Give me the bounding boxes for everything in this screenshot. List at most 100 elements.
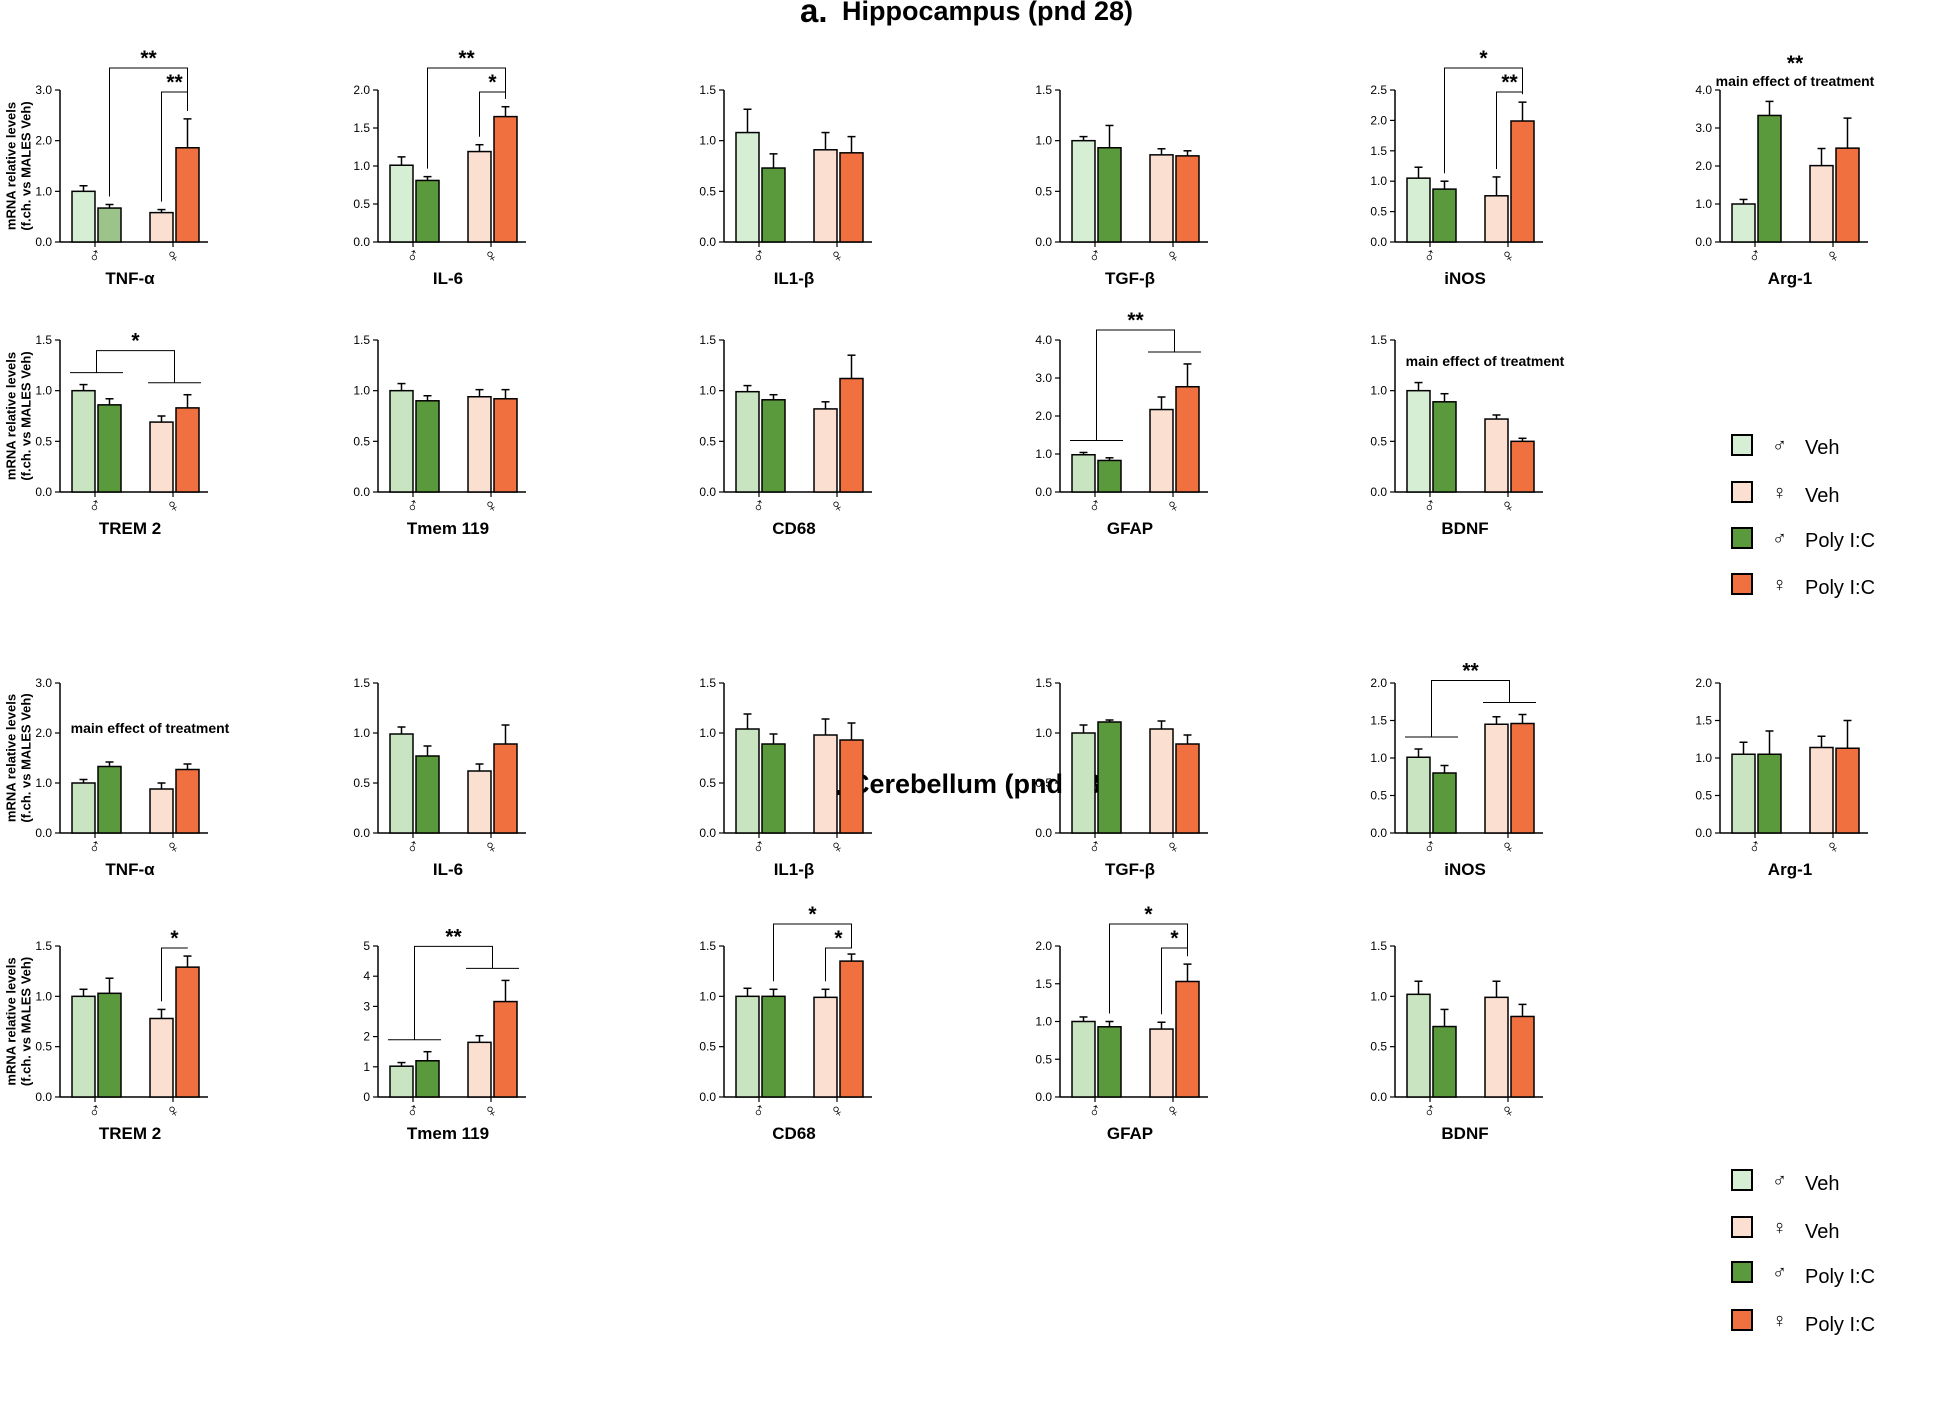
sig-bracket bbox=[1161, 947, 1188, 1015]
bar bbox=[71, 995, 96, 1098]
legend-label-male-poly-b: Poly I:C bbox=[1805, 1266, 1875, 1288]
y-tick-label: 1.0 bbox=[353, 159, 370, 173]
bar bbox=[71, 190, 96, 243]
sig-bracket bbox=[479, 91, 506, 137]
sig-group-bracket bbox=[1096, 329, 1175, 441]
bar bbox=[1097, 721, 1122, 834]
bar bbox=[735, 995, 760, 1098]
y-tick-label: 4.0 bbox=[1035, 333, 1052, 347]
panel-12-tnf-: 0.0 1.0 2.0 3.0 ♂ ♀ TNF-α mRNA relative levels(… bbox=[3, 676, 229, 879]
panel-9-cd68: 0.0 0.5 1.0 1.5 ♂ ♀ CD68 bbox=[699, 333, 872, 538]
y-axis-label: mRNA relative levels(f.ch. vs MALES Veh) bbox=[3, 351, 33, 480]
gene-label: TGF-β bbox=[1105, 269, 1155, 288]
bar bbox=[1510, 440, 1535, 493]
panel-6-arg-1: 0.0 1.0 2.0 3.0 4.0 ♂ ♀ Arg-1 main effect of tre… bbox=[1695, 52, 1874, 288]
legend-item-male-poly-b: ♂ Poly I:C bbox=[1731, 1261, 1875, 1288]
panel-20-cd68: 0.0 0.5 1.0 1.5 ♂ ♀ CD68 * * bbox=[699, 903, 872, 1143]
sig-bracket bbox=[161, 947, 188, 1002]
bar bbox=[1809, 164, 1834, 243]
bar bbox=[97, 992, 122, 1098]
y-tick-label: 1.5 bbox=[353, 676, 370, 690]
x-tick-label: ♂ bbox=[84, 1099, 107, 1124]
bar bbox=[761, 743, 786, 834]
gene-label: Tmem 119 bbox=[407, 519, 489, 538]
bar bbox=[1484, 418, 1509, 493]
sig-group-bracket bbox=[96, 350, 175, 383]
bar bbox=[1757, 753, 1782, 834]
legend-top: ♂ Veh ♀ Veh ♂ Poly I:C ♀ Poly I:C bbox=[1731, 434, 1875, 599]
y-tick-label: 1.5 bbox=[699, 676, 716, 690]
y-tick-label: 1.0 bbox=[1370, 174, 1387, 188]
y-tick-label: 1.5 bbox=[1370, 714, 1387, 728]
bar bbox=[1406, 177, 1431, 243]
y-tick-label: 1.0 bbox=[1695, 751, 1712, 765]
y-axis-label: mRNA relative levels(f.ch. vs MALES Veh) bbox=[3, 101, 33, 230]
bar bbox=[735, 390, 760, 493]
y-tick-label: 0.0 bbox=[1035, 235, 1052, 249]
y-tick-label: 1.0 bbox=[353, 726, 370, 740]
bar bbox=[149, 1017, 174, 1098]
y-tick-label: 4.0 bbox=[1695, 83, 1712, 97]
bar bbox=[1175, 385, 1200, 493]
y-tick-label: 1.0 bbox=[35, 989, 52, 1003]
y-tick-label: 1.0 bbox=[1370, 751, 1387, 765]
y-tick-label: 2.0 bbox=[1695, 159, 1712, 173]
y-tick-label: 0.0 bbox=[1695, 826, 1712, 840]
y-tick-label: 3.0 bbox=[35, 83, 52, 97]
gene-label: GFAP bbox=[1107, 1124, 1153, 1143]
gene-label: iNOS bbox=[1444, 269, 1486, 288]
y-tick-label: 1.5 bbox=[1695, 714, 1712, 728]
bar bbox=[735, 728, 760, 834]
panel-17-arg-1: 0.0 0.5 1.0 1.5 2.0 ♂ ♀ Arg-1 bbox=[1695, 676, 1868, 879]
y-axis-label-line: mRNA relative levels bbox=[3, 102, 18, 230]
y-tick-label: 1.0 bbox=[353, 384, 370, 398]
legend-item-male-poly: ♂ Poly I:C bbox=[1731, 527, 1875, 552]
bar bbox=[1731, 203, 1756, 243]
x-tick-label: ♀ bbox=[826, 494, 849, 519]
x-tick-label: ♀ bbox=[1162, 835, 1185, 860]
sig-label: * bbox=[1170, 927, 1179, 950]
sig-label: * bbox=[488, 71, 497, 94]
gene-label: IL1-β bbox=[774, 860, 815, 879]
legend-swatch-male-veh-b bbox=[1731, 1169, 1753, 1191]
panel-8-tmem-119: 0.0 0.5 1.0 1.5 ♂ ♀Tmem 119 bbox=[353, 333, 526, 538]
legend-sex-female-veh: ♀ bbox=[1772, 482, 1787, 504]
section-a-title: Hippocampus (pnd 28) bbox=[842, 0, 1133, 26]
x-tick-label: ♀ bbox=[1497, 244, 1520, 269]
y-tick-label: 0.5 bbox=[1035, 184, 1052, 198]
sig-bracket bbox=[161, 91, 188, 202]
y-tick-label: 1.5 bbox=[35, 939, 52, 953]
y-axis-label-line: (f.ch. vs MALES Veh) bbox=[18, 101, 33, 230]
x-tick-label: ♀ bbox=[826, 835, 849, 860]
gene-label: BDNF bbox=[1441, 1124, 1488, 1143]
legend-item-male-veh: ♂ Veh bbox=[1731, 434, 1839, 459]
y-axis-label-line: (f.ch. vs MALES Veh) bbox=[18, 351, 33, 480]
gene-label: Tmem 119 bbox=[407, 1124, 489, 1143]
legend-label-male-veh-b: Veh bbox=[1805, 1173, 1839, 1195]
y-tick-label: 0.0 bbox=[1370, 485, 1387, 499]
x-tick-label: ♂ bbox=[84, 244, 107, 269]
y-tick-label: 0.5 bbox=[1370, 434, 1387, 448]
bar bbox=[813, 734, 838, 834]
bar bbox=[389, 733, 414, 834]
panel-18-trem-2: 0.0 0.5 1.0 1.5 ♂ ♀TREM 2 mRNA relative levels… bbox=[3, 927, 208, 1143]
sig-label: * bbox=[1479, 47, 1488, 70]
y-tick-label: 0.0 bbox=[35, 1090, 52, 1104]
y-tick-label: 1.5 bbox=[35, 333, 52, 347]
gene-label: TNF-α bbox=[105, 860, 155, 879]
sig-bracket bbox=[773, 923, 852, 982]
y-tick-label: 0.0 bbox=[35, 235, 52, 249]
bar bbox=[1406, 389, 1431, 493]
y-tick-label: 0.0 bbox=[1695, 235, 1712, 249]
y-tick-label: 1.0 bbox=[1035, 134, 1052, 148]
legend-item-female-veh: ♀ Veh bbox=[1731, 481, 1839, 507]
x-tick-label: ♀ bbox=[162, 1099, 185, 1124]
bar bbox=[813, 408, 838, 493]
bar bbox=[813, 149, 838, 243]
y-tick-label: 0.0 bbox=[699, 1090, 716, 1104]
y-tick-label: 0.5 bbox=[699, 184, 716, 198]
x-tick-label: ♂ bbox=[402, 1099, 425, 1124]
y-tick-label: 0.0 bbox=[1035, 485, 1052, 499]
y-tick-label: 0.0 bbox=[1035, 826, 1052, 840]
